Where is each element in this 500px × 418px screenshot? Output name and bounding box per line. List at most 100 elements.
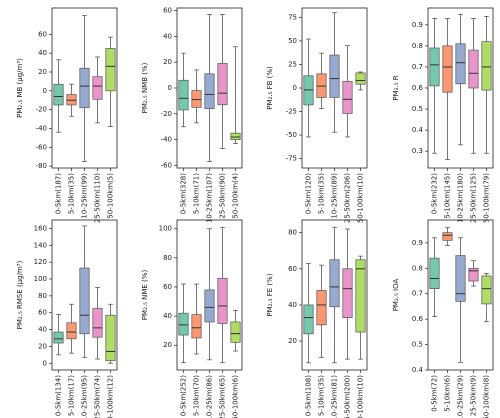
y-axis-label: PM₂.₅ NME (%) — [141, 270, 149, 321]
x-tick-label: 5-10km(35) — [68, 173, 76, 214]
y-tick-label: 0.3 — [412, 147, 423, 155]
x-tick-label: 5-10km(17) — [68, 375, 76, 416]
y-tick-label: 100 — [159, 225, 172, 233]
y-tick-label: 0.4 — [412, 366, 424, 374]
x-tick-label: 10-25km(89) — [331, 173, 339, 219]
box — [429, 257, 440, 289]
x-tick-label: 10-25km(99) — [81, 173, 89, 219]
box — [442, 45, 453, 93]
x-tick-label: 10-25km(107) — [206, 173, 214, 223]
y-tick-label: 40 — [288, 301, 297, 309]
y-tick-label: 0.5 — [412, 105, 423, 113]
x-tick-label: 10-25km(29) — [457, 375, 465, 418]
x-tick-label: 10-25km(86) — [206, 375, 214, 418]
box — [468, 267, 479, 282]
x-tick-label: 0-5km(120) — [305, 173, 313, 214]
box — [230, 132, 241, 140]
box — [217, 277, 228, 324]
x-tick-label: 50-100km(10) — [357, 173, 365, 223]
y-tick-label: 0.8 — [412, 42, 423, 50]
x-tick-label: 50-100km(12) — [107, 375, 115, 418]
box — [355, 259, 366, 333]
y-tick-label: 0 — [43, 359, 47, 367]
y-tick-label: 60 — [38, 30, 47, 38]
box — [178, 312, 189, 336]
box — [92, 308, 103, 338]
y-tick-label: 120 — [34, 258, 47, 266]
box — [329, 259, 340, 308]
y-tick-label: 25 — [288, 60, 297, 68]
x-tick-label: 0-5km(232) — [431, 173, 439, 214]
y-tick-label: -80 — [36, 162, 47, 170]
box — [92, 76, 103, 100]
y-tick-label: 140 — [34, 241, 47, 249]
box — [316, 290, 327, 326]
box — [468, 49, 479, 89]
x-tick-label: 50-100km(6) — [232, 375, 240, 418]
box — [230, 321, 241, 343]
box — [355, 72, 366, 85]
y-tick-label: 0.7 — [412, 63, 423, 71]
y-axis-label: PM₂.₅ MB (μg/m³) — [16, 58, 24, 118]
box — [53, 331, 64, 344]
y-tick-label: 0.7 — [412, 290, 423, 298]
box — [191, 314, 202, 339]
y-axis-label: PM₂.₅ RMSE (μg/m³) — [16, 260, 24, 329]
x-tick-label: 5-10km(145) — [444, 173, 452, 219]
y-tick-label: 0.6 — [412, 84, 424, 92]
y-tick-label: 80 — [288, 229, 297, 237]
x-tick-label: 10-25km(95) — [81, 375, 89, 418]
y-tick-label: 0 — [43, 87, 47, 95]
y-tick-label: 60 — [38, 309, 47, 317]
box — [53, 83, 64, 106]
y-axis-label: PM₂.₅ NMB (%) — [141, 62, 149, 113]
x-tick-label: 10-25km(81) — [331, 375, 339, 418]
y-tick-label: -60 — [36, 143, 47, 151]
x-tick-label: 25-50km(65) — [219, 375, 227, 418]
y-tick-label: 40 — [38, 326, 47, 334]
y-tick-label: -25 — [286, 108, 297, 116]
x-tick-label: 0-5km(328) — [180, 173, 188, 214]
box — [481, 41, 492, 91]
plot-frame — [301, 219, 368, 371]
y-tick-label: 160 — [34, 224, 47, 232]
x-tick-label: 5-10km(35) — [318, 173, 326, 214]
box — [329, 54, 340, 98]
y-tick-label: 0.6 — [412, 315, 424, 323]
y-tick-label: -40 — [161, 136, 172, 144]
y-tick-label: 20 — [38, 68, 47, 76]
box — [442, 232, 453, 241]
y-tick-label: 40 — [163, 32, 172, 40]
y-tick-label: -60 — [161, 161, 172, 169]
box — [105, 314, 116, 362]
x-tick-label: 25-50km(206) — [344, 173, 352, 223]
x-tick-label: 0-5km(187) — [55, 173, 63, 214]
box — [66, 322, 77, 340]
plot-frame — [427, 219, 494, 371]
plot-frame — [427, 7, 494, 169]
x-tick-label: 25-50km(9) — [470, 375, 478, 416]
x-tick-label: 25-50km(200) — [344, 375, 352, 418]
x-tick-label: 0-5km(108) — [305, 375, 313, 416]
box — [105, 48, 116, 92]
y-axis-label: PM₂.₅ R — [392, 75, 400, 100]
box — [455, 255, 466, 302]
box — [191, 90, 202, 108]
y-tick-label: 20 — [163, 58, 172, 66]
box — [79, 67, 90, 109]
box — [429, 47, 440, 87]
x-tick-label: 25-50km(110) — [94, 173, 102, 223]
x-tick-label: 25-50km(74) — [94, 375, 102, 418]
y-tick-label: 0.9 — [412, 21, 423, 29]
y-tick-label: -20 — [161, 110, 172, 118]
x-tick-label: 50-100km(79) — [483, 173, 491, 223]
x-tick-label: 0-5km(134) — [55, 375, 63, 416]
box — [178, 79, 189, 111]
box — [204, 73, 215, 109]
box — [342, 81, 353, 114]
y-tick-label: -75 — [286, 155, 297, 163]
box — [455, 43, 466, 85]
x-tick-label: 50-100km(4) — [232, 173, 240, 219]
x-tick-label: 25-50km(125) — [470, 173, 478, 223]
x-tick-label: 5-10km(70) — [193, 375, 201, 416]
